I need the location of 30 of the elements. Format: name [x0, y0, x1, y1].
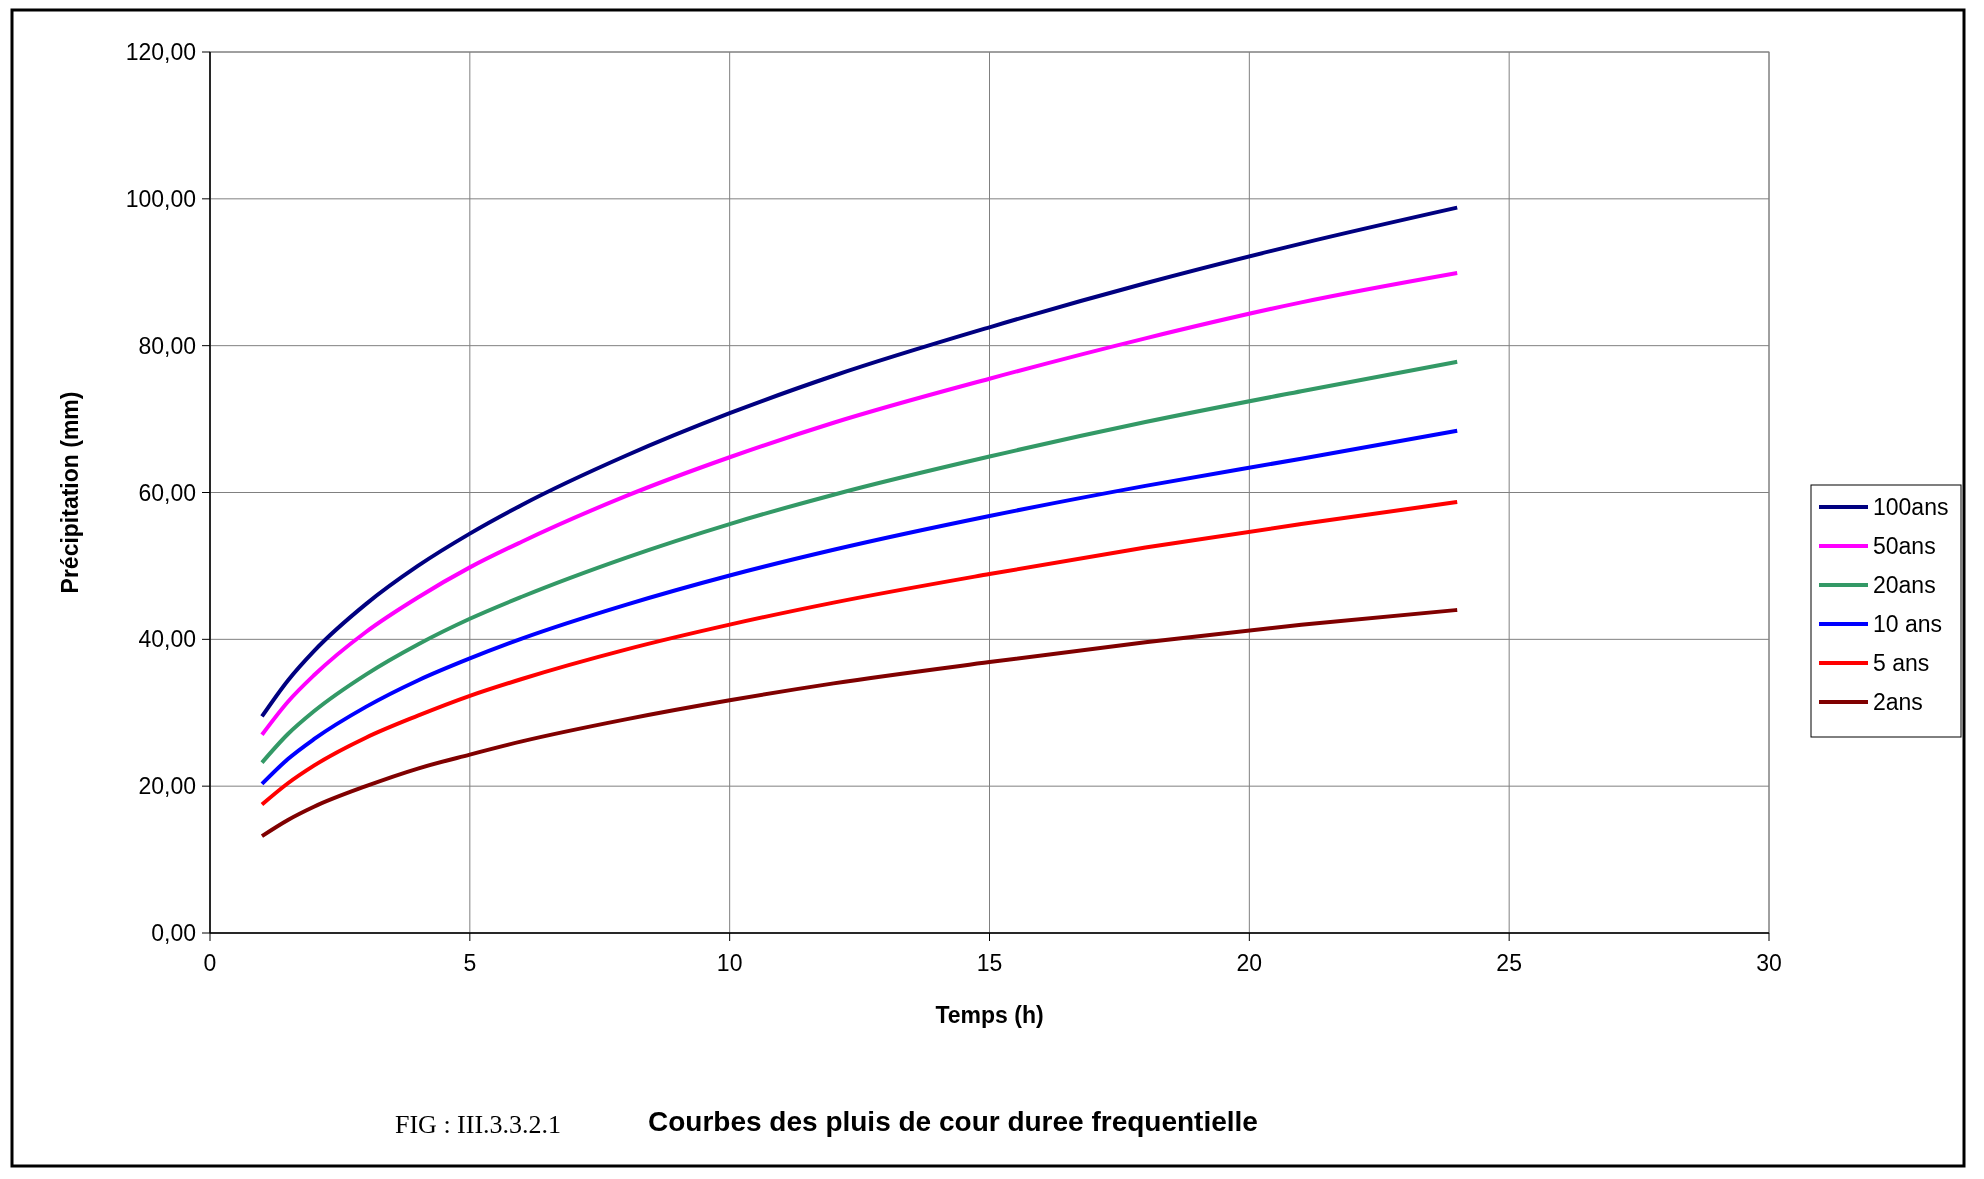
- line-series: [259, 359, 1460, 765]
- text: Courbes des pluis de cour duree frequentielle: [648, 1106, 1258, 1137]
- x-tick-label: 25: [1496, 950, 1522, 976]
- x-tick-label: 15: [976, 950, 1003, 976]
- x-tick-label: 20: [1236, 950, 1263, 976]
- line-series: [259, 205, 1460, 719]
- y-tick-label: 20,00: [138, 773, 196, 800]
- legend-label: 20ans: [1873, 572, 1936, 599]
- legend-label: 5 ans: [1873, 650, 1930, 677]
- text: FIG : III.3.3.2.1: [395, 1110, 562, 1139]
- line-series: [259, 428, 1460, 786]
- legend-label: 50ans: [1873, 533, 1936, 560]
- line-series: [259, 270, 1460, 737]
- y-tick-label: 60,00: [138, 479, 196, 506]
- legend-label: 2ans: [1873, 689, 1923, 716]
- y-tick-label: 80,00: [138, 332, 196, 359]
- y-tick-label: 0,00: [151, 920, 196, 947]
- line-series: [259, 607, 1460, 839]
- legend-label: 100ans: [1873, 494, 1949, 521]
- y-tick-label: 100,00: [125, 185, 196, 212]
- x-tick-label: 30: [1756, 950, 1782, 976]
- x-tick-label: 0: [203, 950, 217, 976]
- x-tick-label: 10: [716, 950, 743, 976]
- y-tick-label: 120,00: [125, 39, 196, 66]
- line-series: [259, 500, 1460, 807]
- y-axis-title: Précipitation (mm): [57, 391, 83, 594]
- legend-label: 10 ans: [1873, 611, 1943, 638]
- x-axis-title: Temps (h): [935, 1002, 1044, 1028]
- y-tick-label: 40,00: [138, 626, 196, 653]
- x-tick-label: 5: [463, 950, 477, 976]
